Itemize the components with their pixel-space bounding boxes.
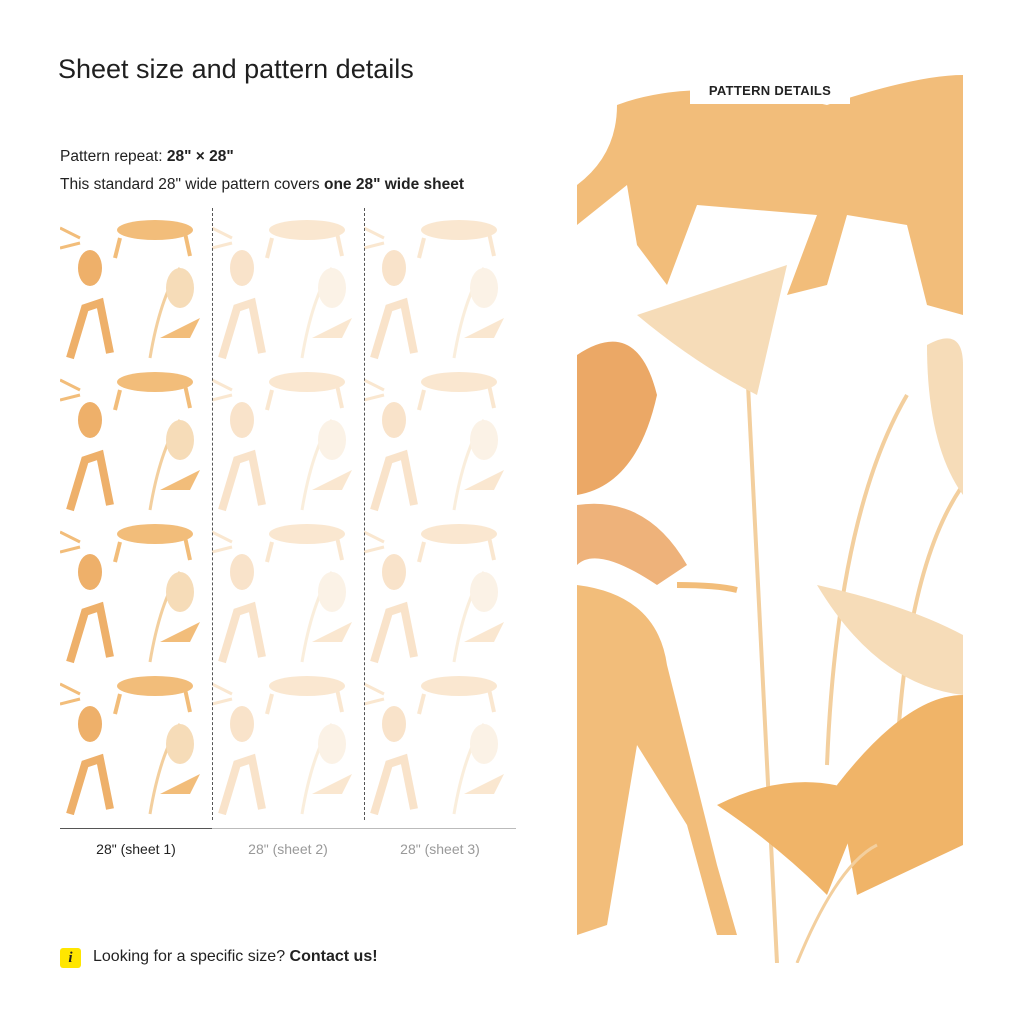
sheet-2-label: 28" (sheet 2) bbox=[248, 841, 328, 857]
page-title: Sheet size and pattern details bbox=[58, 54, 414, 84]
coverage-value: one 28" wide sheet bbox=[323, 176, 464, 193]
sheet-preview bbox=[60, 208, 516, 815]
sheet-2-pattern bbox=[212, 208, 364, 815]
sheet-3-pattern bbox=[364, 208, 516, 815]
repeat-value: 28" × 28" bbox=[166, 148, 234, 165]
contact-link[interactable]: Contact us! bbox=[289, 948, 378, 965]
coverage-text: This standard 28" wide pattern covers on… bbox=[60, 176, 464, 194]
sheet-2-3-dimension-line bbox=[212, 828, 516, 829]
sheet-1-label: 28" (sheet 1) bbox=[96, 841, 176, 857]
sheet-divider bbox=[212, 208, 213, 820]
sheet-3-label: 28" (sheet 3) bbox=[400, 841, 480, 857]
pattern-detail-image bbox=[577, 65, 963, 963]
sheet-1-pattern bbox=[60, 208, 212, 815]
pattern-repeat: Pattern repeat: 28" × 28" bbox=[60, 148, 234, 166]
sheet-1-dimension-line bbox=[60, 828, 212, 829]
repeat-label: Pattern repeat: bbox=[60, 148, 167, 165]
info-icon: i bbox=[60, 948, 81, 968]
contact-prompt: Looking for a specific size? bbox=[93, 948, 290, 965]
coverage-label: This standard 28" wide pattern covers bbox=[60, 176, 324, 193]
pattern-details-tag: PATTERN DETAILS bbox=[690, 78, 850, 104]
contact-text: Looking for a specific size? Contact us! bbox=[93, 948, 378, 966]
sheet-divider bbox=[364, 208, 365, 820]
